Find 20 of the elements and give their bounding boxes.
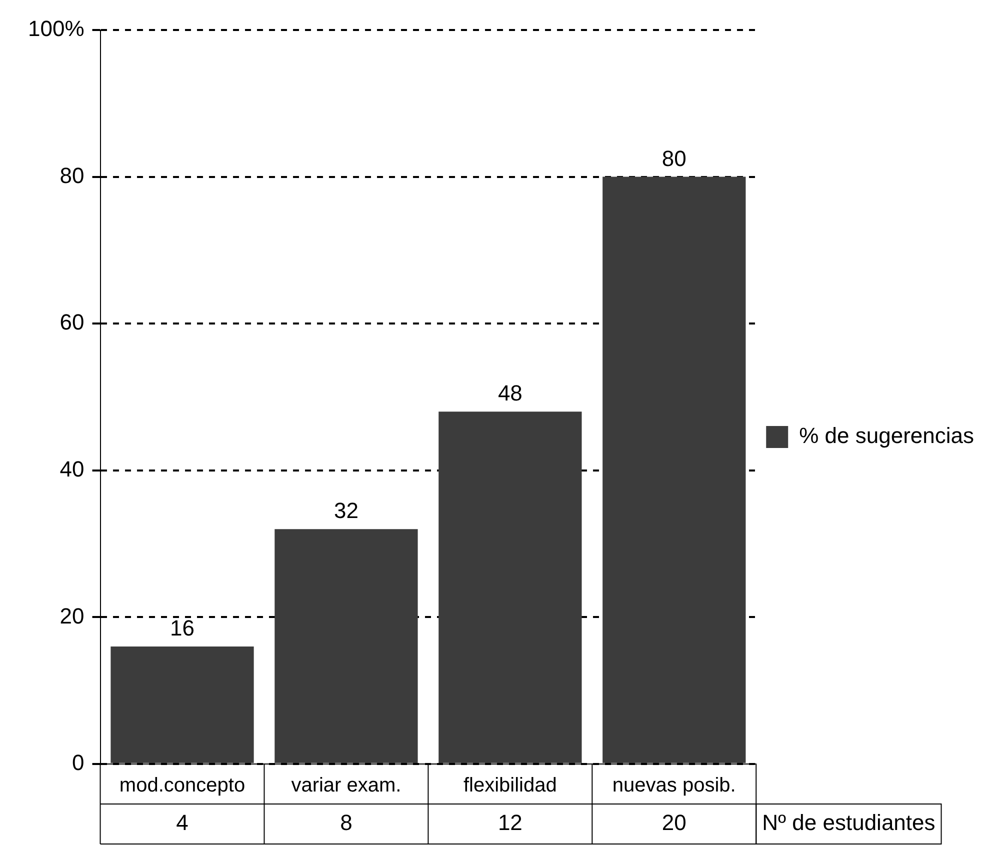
legend-label: % de sugerencias bbox=[799, 423, 974, 448]
data-label: 16 bbox=[170, 616, 194, 641]
data-label: 48 bbox=[498, 380, 522, 406]
y-tick-label: 60 bbox=[60, 310, 84, 335]
y-tick-label: 80 bbox=[60, 162, 84, 188]
y-tick-label: 40 bbox=[60, 456, 84, 482]
text: Nº de estudiantes bbox=[762, 810, 936, 836]
data-label: 32 bbox=[334, 498, 358, 524]
text: 12 bbox=[498, 810, 522, 836]
x-tick-label: mod.concepto bbox=[119, 774, 246, 797]
y-tick-label: 0 bbox=[72, 750, 84, 776]
text: 4 bbox=[176, 810, 188, 836]
x-tick-label: nuevas posib. bbox=[612, 774, 736, 797]
text: 20 bbox=[662, 810, 686, 836]
y-tick-label: 20 bbox=[60, 603, 84, 628]
x-tick-label: variar exam. bbox=[291, 774, 402, 797]
data-label: 80 bbox=[662, 146, 686, 171]
text: 8 bbox=[340, 810, 352, 836]
y-tick-label: 100% bbox=[28, 16, 84, 42]
x-tick-label: flexibilidad bbox=[463, 774, 557, 797]
